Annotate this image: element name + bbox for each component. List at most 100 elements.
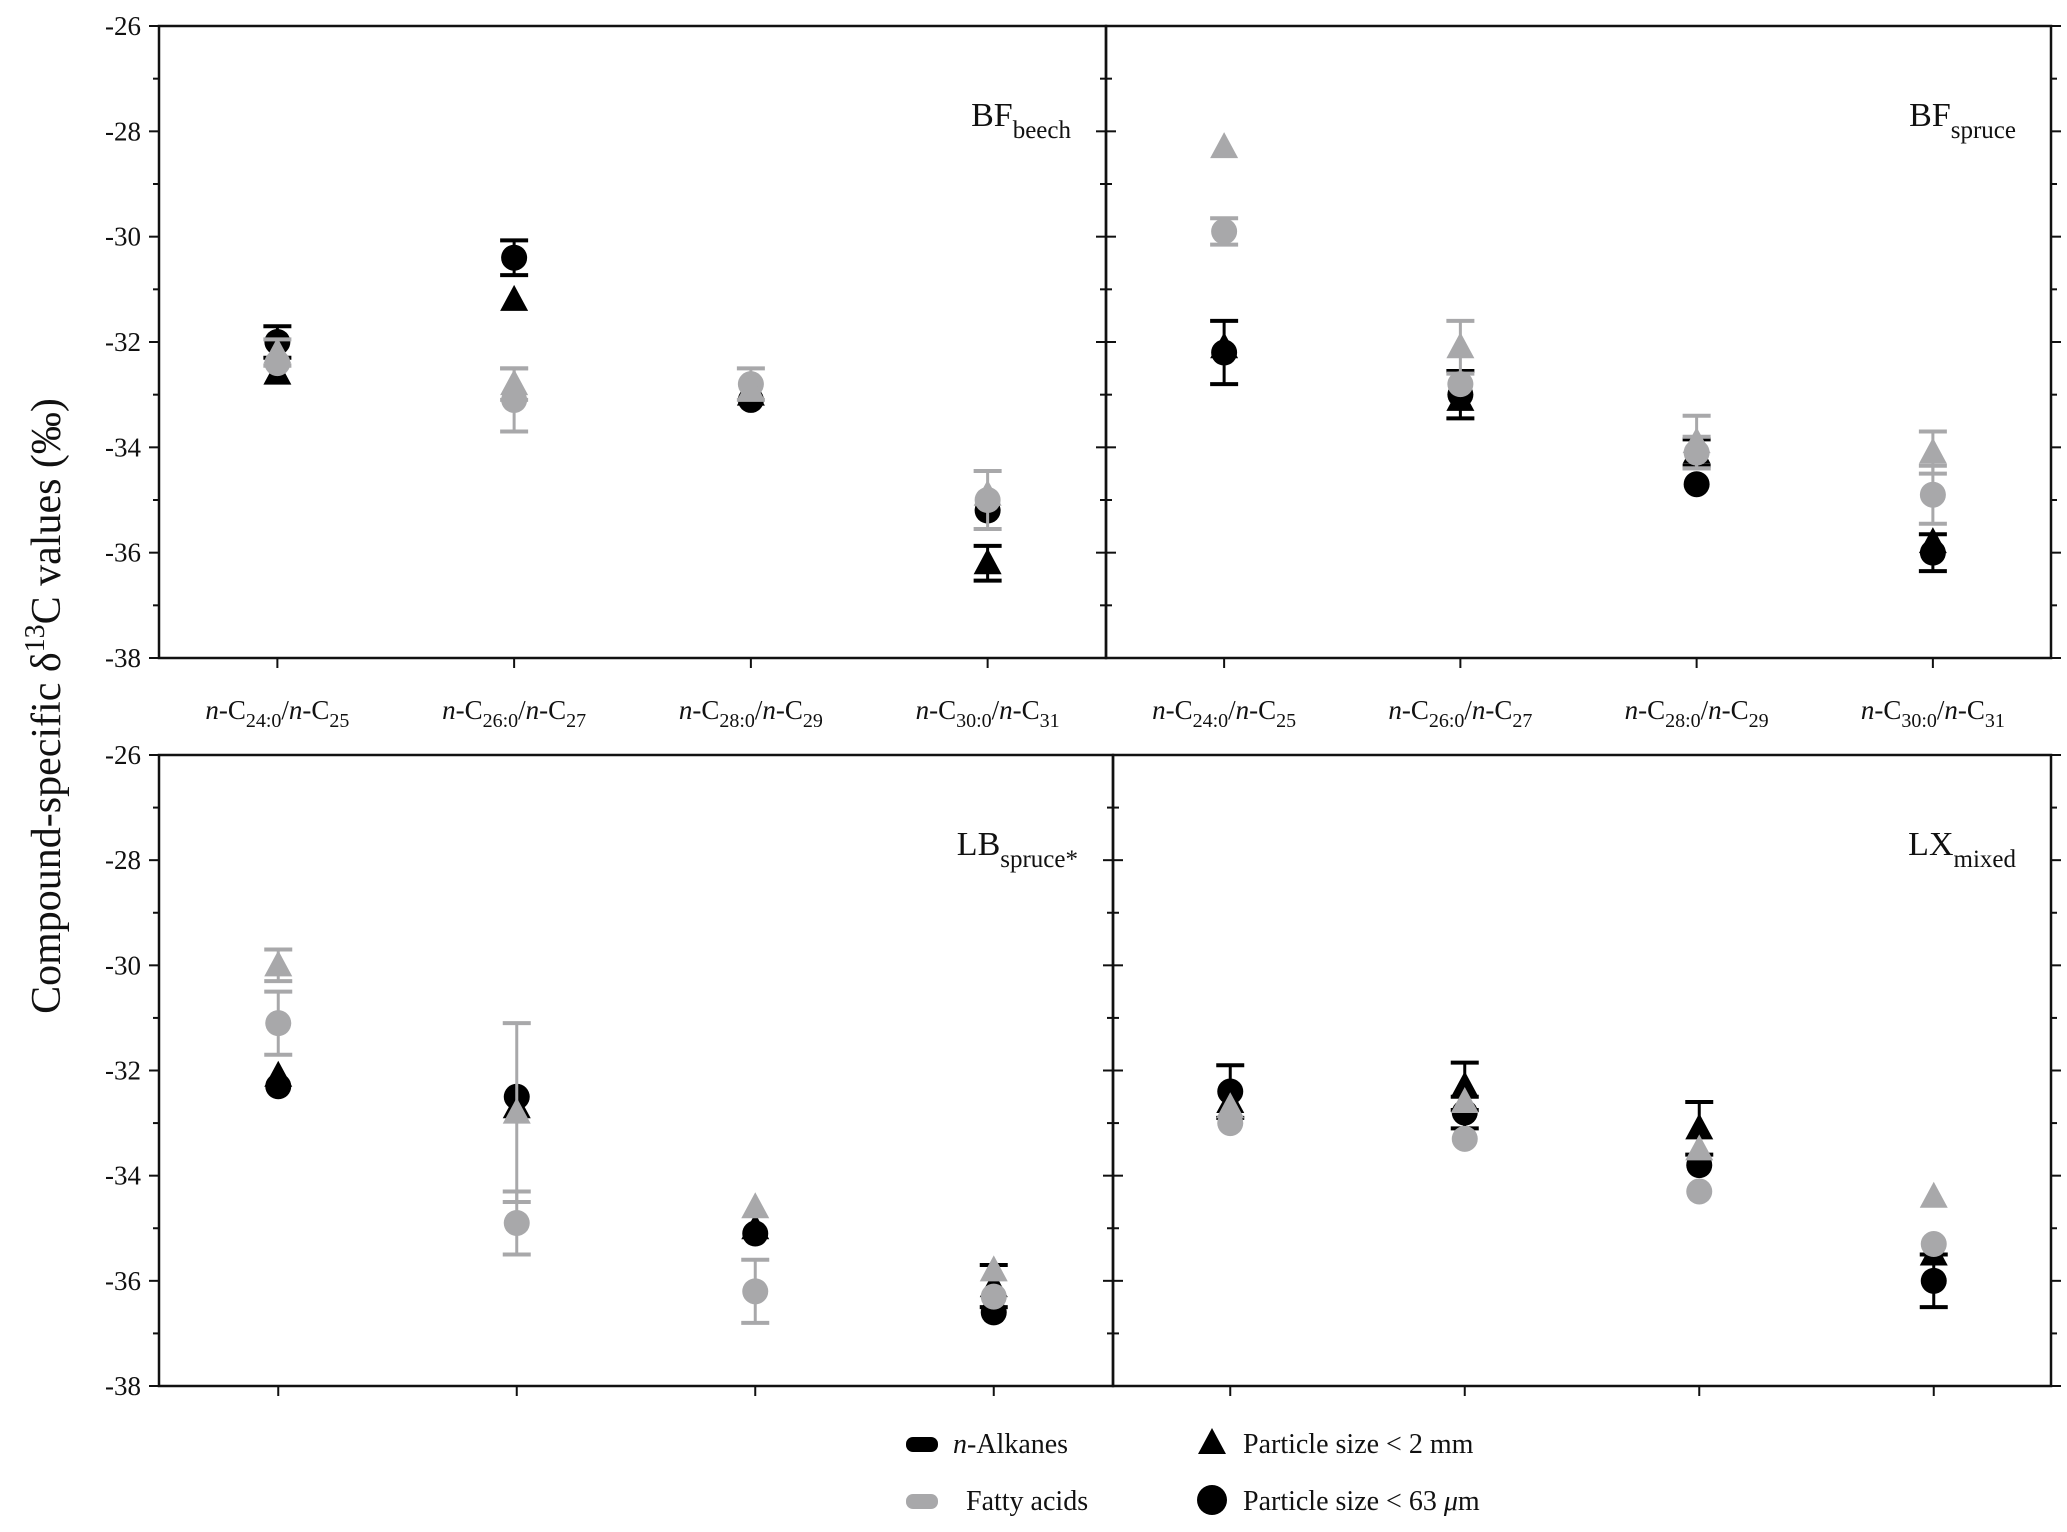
fatty-acids-fine-point <box>1920 1231 1947 1258</box>
legend-triangle-icon <box>1198 1428 1226 1454</box>
fatty-acids-fine-point <box>1686 1178 1713 1205</box>
fatty-acids-fine-point <box>503 1209 530 1236</box>
x-tick-label-part: -C <box>929 695 956 725</box>
x-tick-label-part: 25 <box>1276 710 1296 732</box>
x-tick-label-part: -C <box>1958 695 1985 725</box>
y-tick-label: -36 <box>105 1266 141 1296</box>
fatty-acids-coarse-point <box>1682 427 1711 454</box>
alkanes-coarse-point <box>264 1060 293 1087</box>
x-tick-label: n-C28:0/n-C29 <box>1625 695 1769 732</box>
x-tick-label: n-C30:0/n-C31 <box>916 695 1060 732</box>
x-tick-label-part: / <box>281 695 289 725</box>
x-tick-label: n-C26:0/n-C27 <box>1388 695 1532 732</box>
x-tick-label-part: n <box>762 695 776 725</box>
x-tick-label-part: n <box>1472 695 1486 725</box>
alkanes-coarse-point <box>500 284 529 311</box>
fatty-acids-coarse-point <box>1446 332 1475 359</box>
y-tick-label: -28 <box>105 116 141 146</box>
alkanes-coarse-point <box>741 1213 770 1240</box>
plot-frame <box>157 24 1108 660</box>
fatty-acids-coarse-point <box>1918 437 1947 464</box>
panel-title-part: beech <box>1013 117 1072 144</box>
fatty-acids-coarse-point <box>1216 1092 1245 1119</box>
alkanes-coarse-point <box>1446 384 1475 411</box>
x-tick-label-part: -C <box>776 695 803 725</box>
x-tick-label-part: n <box>916 695 930 725</box>
panel-lb-spruce: -26 -28 -30 -32 -34 -36 -38 LBspruce* <box>105 740 1123 1401</box>
y-tick-label: -34 <box>105 1161 141 1191</box>
panel-title: LBspruce* <box>957 826 1078 873</box>
fatty-acids-coarse-point <box>1685 1134 1714 1161</box>
panel-title-part: spruce <box>1951 117 2016 144</box>
fatty-acids-coarse-point <box>736 374 765 401</box>
x-tick-label-part: 31 <box>1985 710 2005 732</box>
fatty-acids-coarse-point <box>979 1255 1008 1282</box>
x-tick-label: n-C26:0/n-C27 <box>442 695 586 732</box>
panel-title-part: BF <box>1909 97 1951 134</box>
alkanes-coarse-point <box>1685 1113 1714 1140</box>
x-tick-label-part: 29 <box>803 710 823 732</box>
y-tick-label: -34 <box>105 432 141 462</box>
x-tick-label-part: -C <box>302 695 329 725</box>
legend-fatty-acids-swatch <box>906 1494 938 1509</box>
y-tick-label: -38 <box>105 643 141 673</box>
x-tick-label-part: -C <box>456 695 483 725</box>
x-tick-label-part: n <box>289 695 303 725</box>
x-tick-label-part: n <box>1625 695 1639 725</box>
panel-title-part: BF <box>971 97 1013 134</box>
y-tick-label: -38 <box>105 1371 141 1401</box>
fatty-acids-coarse-point <box>502 1097 531 1124</box>
x-tick-label-part: -C <box>1013 695 1040 725</box>
fatty-acids-fine-point <box>1447 371 1474 398</box>
fatty-acids-coarse-point <box>264 950 293 977</box>
legend-coarse-label: Particle size < 2 mm <box>1243 1429 1474 1460</box>
x-tick-label-part: / <box>1701 695 1709 725</box>
y-tick-label: -28 <box>105 845 141 875</box>
y-tick-label: -26 <box>105 740 141 770</box>
x-tick-label-part: n <box>1388 695 1402 725</box>
x-tick-label: n-C24:0/n-C25 <box>1152 695 1296 732</box>
fatty-acids-fine-point <box>980 1283 1007 1310</box>
legend-alkanes-swatch <box>906 1437 938 1452</box>
x-tick-label-part: -C <box>219 695 246 725</box>
x-tick-label-part: / <box>1228 695 1236 725</box>
x-tick-label-part: n <box>1708 695 1722 725</box>
x-tick-label-part: 29 <box>1749 710 1769 732</box>
x-tick-label-part: -C <box>1874 695 1901 725</box>
x-tick-label: n-C24:0/n-C25 <box>205 695 349 732</box>
fatty-acids-fine-point <box>1211 218 1238 245</box>
x-tick-label-part: / <box>1937 695 1945 725</box>
alkanes-coarse-point <box>973 548 1002 575</box>
y-tick-label: -30 <box>105 950 141 980</box>
fatty-acids-coarse-point <box>263 337 292 364</box>
legend-fine-label: Particle size < 63 μm <box>1243 1486 1480 1517</box>
x-tick-label-part: / <box>992 695 1000 725</box>
x-tick-label-part: 26:0 <box>1429 710 1465 732</box>
y-tick-label: -36 <box>105 538 141 568</box>
fatty-acids-coarse-point <box>500 369 529 396</box>
x-tick-label-part: -C <box>1638 695 1665 725</box>
x-tick-label-part: 24:0 <box>246 710 282 732</box>
y-tick-label: -32 <box>105 1056 141 1086</box>
x-tick-label: n-C28:0/n-C29 <box>679 695 823 732</box>
x-tick-label-part: / <box>755 695 763 725</box>
y-tick-label: -32 <box>105 327 141 357</box>
x-tick-label-part: -C <box>692 695 719 725</box>
x-tick-label-part: / <box>518 695 526 725</box>
panel-bf-beech: -26-28-30-32-34-36-38n-C24:0/n-C25 n-C26:… <box>105 11 1116 732</box>
x-tick-label-part: n <box>1152 695 1166 725</box>
legend-circle-icon <box>1197 1485 1227 1515</box>
panel-title-part: spruce* <box>1000 846 1078 873</box>
alkanes-coarse-point <box>1210 332 1239 359</box>
legend: n-Alkanes Fatty acids Particle size < 2 … <box>906 1428 1480 1517</box>
x-tick-label-part: 28:0 <box>719 710 755 732</box>
x-tick-label-part: n <box>999 695 1013 725</box>
panel-title: BFspruce <box>1909 97 2016 144</box>
x-tick-label-part: 24:0 <box>1193 710 1229 732</box>
fatty-acids-fine-point <box>742 1278 769 1305</box>
x-tick-label: n-C30:0/n-C31 <box>1861 695 2005 732</box>
panel-title: LXmixed <box>1908 826 2016 873</box>
x-tick-label-part: 30:0 <box>1901 710 1937 732</box>
legend-alkanes-label: n-Alkanes <box>953 1429 1068 1460</box>
